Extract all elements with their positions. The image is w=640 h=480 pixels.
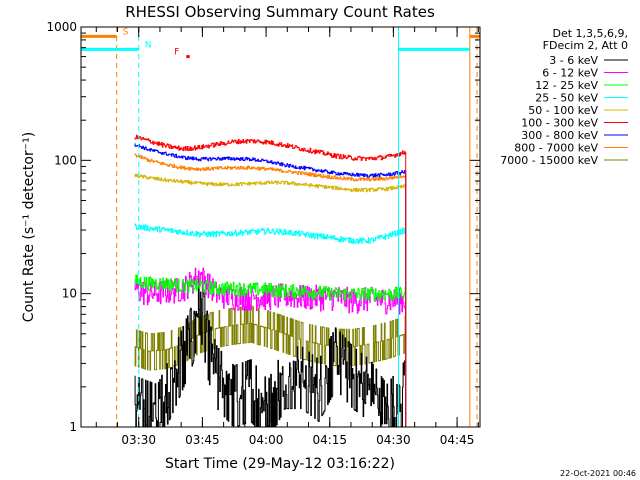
chart-title: RHESSI Observing Summary Count Rates (125, 3, 435, 21)
flag-label-N: N (145, 40, 152, 50)
x-tick-label-1: 03:45 (185, 433, 220, 447)
legend-label-8: 7000 - 15000 keV (500, 154, 598, 167)
y-tick-label-3: 1000 (46, 20, 77, 34)
series-1 (134, 267, 407, 315)
legend-label-2: 12 - 25 keV (535, 79, 598, 92)
footer-timestamp: 22-Oct-2021 00:46 (560, 469, 636, 478)
flag-overlay: S N F (81, 27, 480, 427)
x-tick-label-2: 04:00 (249, 433, 284, 447)
legend: Det 1,3,5,6,9,FDecim 2, Att 0 3 - 6 keV6 … (500, 27, 628, 167)
series-5 (134, 134, 407, 162)
series-3 (134, 223, 407, 244)
series-2 (134, 274, 407, 302)
legend-label-6: 300 - 800 keV (521, 129, 598, 142)
y-axis-label: Count Rate (s⁻¹ detector⁻¹) (21, 132, 37, 322)
series-0 (134, 277, 407, 428)
x-axis-label: Start Time (29-May-12 03:16:22) (165, 456, 395, 472)
plot-frame (80, 26, 481, 428)
legend-label-7: 800 - 7000 keV (514, 142, 598, 155)
data-layer (134, 134, 407, 428)
flag-label-S: S (123, 27, 129, 37)
y-tick-label-0: 1 (69, 420, 77, 434)
legend-label-4: 50 - 100 keV (528, 104, 598, 117)
x-tick-label-5: 04:45 (440, 433, 475, 447)
legend-title-0: Det 1,3,5,6,9, (552, 27, 628, 40)
x-tick-label-0: 03:30 (121, 433, 156, 447)
series-7 (134, 153, 407, 182)
y-tick-label-1: 10 (62, 287, 77, 301)
legend-label-0: 3 - 6 keV (549, 54, 598, 67)
flag-label-F: F (174, 48, 179, 58)
legend-label-5: 100 - 300 keV (521, 117, 598, 130)
x-tick-label-4: 04:30 (376, 433, 411, 447)
legend-label-1: 6 - 12 keV (542, 67, 598, 80)
series-6 (134, 143, 407, 178)
x-tick-label-3: 04:15 (312, 433, 347, 447)
legend-label-3: 25 - 50 keV (535, 92, 598, 105)
legend-title-1: FDecim 2, Att 0 (543, 39, 628, 52)
series-4 (134, 173, 407, 193)
axes: 1 10 100 1000 03:30 03:45 04:00 04:15 04:30 04:45… (21, 20, 480, 447)
y-tick-label-2: 100 (54, 153, 77, 167)
